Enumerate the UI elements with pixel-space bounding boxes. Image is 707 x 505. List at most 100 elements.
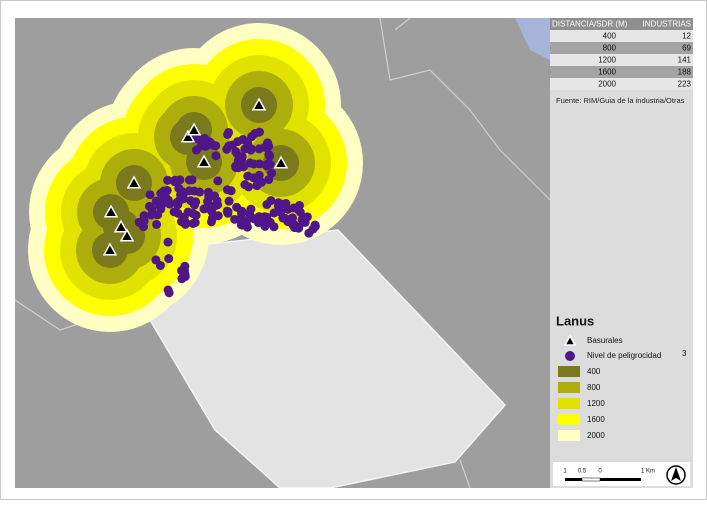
landfill-marker xyxy=(102,242,118,256)
industry-dot xyxy=(230,214,240,224)
landfill-marker xyxy=(103,204,119,218)
landfill-marker xyxy=(126,175,142,189)
landfills xyxy=(102,97,289,256)
industry-dot xyxy=(243,182,253,192)
industry-dot xyxy=(184,175,194,185)
industry-dot xyxy=(156,197,166,207)
legend: Basurales Nivel de peligrocidad 3 400 800 120… xyxy=(558,334,687,441)
industry-dot xyxy=(186,196,196,206)
table-cell: 1200 xyxy=(598,56,616,65)
industry-dot xyxy=(250,128,260,138)
scale-segment xyxy=(565,478,582,481)
scale-label: 1 Km xyxy=(641,469,655,475)
legend-swatch xyxy=(558,398,580,409)
landfill-marker xyxy=(273,155,289,169)
industry-dot xyxy=(179,212,189,222)
boundary xyxy=(379,18,550,201)
industry-dot xyxy=(153,210,163,220)
table-cell: 69 xyxy=(682,44,691,53)
table-row-bg xyxy=(550,42,693,54)
industry-dot xyxy=(189,186,199,196)
industry-dot xyxy=(290,223,300,233)
table-row-bg xyxy=(550,30,693,42)
industry-dot xyxy=(252,181,262,191)
industry-dot xyxy=(310,221,320,231)
industry-dot xyxy=(237,155,247,165)
industry-dot xyxy=(246,144,256,154)
table-header-bg xyxy=(550,18,693,30)
source: Fuente: RIM/Guia de la industria/Otras xyxy=(556,96,685,105)
industry-dot xyxy=(163,175,173,185)
industry-dot xyxy=(139,211,149,221)
landfill-marker xyxy=(113,219,129,233)
legend-label: 1600 xyxy=(587,415,605,424)
industry-dot xyxy=(265,217,275,227)
table-cell: 400 xyxy=(603,32,617,41)
industry-dot xyxy=(231,161,241,171)
scale-label: 0.5 xyxy=(578,469,587,475)
industry-dot xyxy=(164,254,174,264)
legend-label: Basurales xyxy=(587,336,623,345)
industry-dot xyxy=(242,222,252,232)
landfill-marker xyxy=(119,228,135,242)
industry-dot xyxy=(246,204,256,214)
industry-dot xyxy=(213,211,223,221)
industry-dot xyxy=(152,219,162,229)
industry-dot xyxy=(223,208,233,218)
side-panel xyxy=(550,18,693,488)
table-header: DISTANCIA/SDR (M) xyxy=(552,20,628,29)
boundary xyxy=(394,18,411,31)
industry-dot xyxy=(240,144,250,154)
industry-dot xyxy=(134,217,144,227)
landfill-marker xyxy=(186,122,202,136)
legend-note: 3 xyxy=(682,349,687,358)
industry-dot xyxy=(145,201,155,211)
industry-dot xyxy=(211,151,221,161)
industry-dot xyxy=(233,137,243,147)
industries xyxy=(134,127,320,298)
industry-dot xyxy=(188,208,198,218)
table-row-bg xyxy=(550,66,693,78)
legend-label: 800 xyxy=(587,383,601,392)
industry-dot xyxy=(203,187,213,197)
legend-swatch xyxy=(558,382,580,393)
industry-dot xyxy=(277,199,287,209)
industry-dot xyxy=(210,201,220,211)
table-cell: 12 xyxy=(682,32,691,41)
industry-dot xyxy=(199,204,209,214)
scale-label: 1 xyxy=(563,469,567,475)
scale-segment xyxy=(600,478,641,481)
industry-dot xyxy=(243,171,253,181)
industry-dot xyxy=(145,190,155,200)
industry-dot xyxy=(176,190,186,200)
industry-dot xyxy=(269,208,279,218)
industry-dot xyxy=(163,237,173,247)
landfill-marker xyxy=(180,129,196,143)
north-arrowhead xyxy=(671,467,681,481)
industry-dot xyxy=(299,214,309,224)
table-row-bg xyxy=(550,54,693,66)
industry-dot xyxy=(164,197,174,207)
table-header: INDUSTRIAS xyxy=(643,20,691,29)
water xyxy=(515,18,550,60)
industry-dot xyxy=(295,207,305,217)
industry-dot xyxy=(146,210,156,220)
table-cell: 2000 xyxy=(598,80,616,89)
table-cell: 800 xyxy=(603,44,617,53)
table-cell: 223 xyxy=(678,80,692,89)
north-arrow xyxy=(666,465,686,485)
legend-title: Lanus xyxy=(556,313,594,328)
industry-dot xyxy=(231,147,241,157)
industry-dot xyxy=(180,272,190,282)
scale-label: 0 xyxy=(598,469,602,475)
industry-dot xyxy=(222,185,232,195)
landfill-marker xyxy=(563,334,577,346)
legend-label: 2000 xyxy=(587,431,605,440)
industry-dot xyxy=(180,219,190,229)
table-cell: 188 xyxy=(678,68,692,77)
industry-dot xyxy=(263,138,273,148)
industry-dot xyxy=(202,197,212,207)
legend-dot xyxy=(565,351,575,361)
